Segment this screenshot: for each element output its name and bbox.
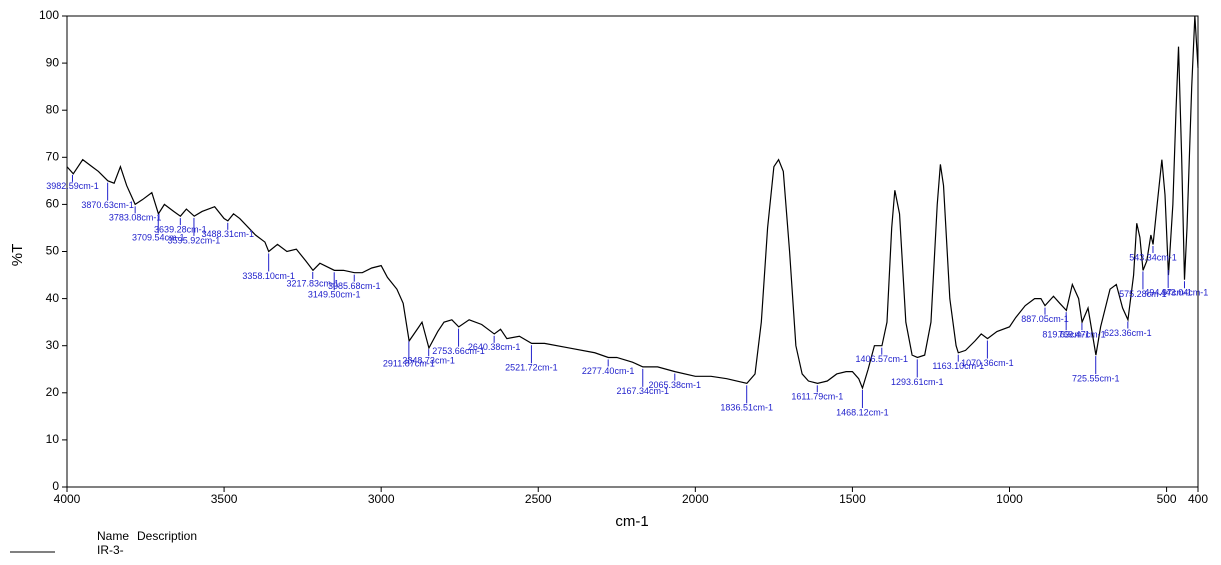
peak-label: 1163.10cm-1 [932, 361, 984, 371]
x-tick-label: 500 [1157, 492, 1177, 506]
y-tick-label: 30 [46, 338, 60, 352]
y-tick-label: 20 [46, 385, 60, 399]
peak-label: 3783.08cm-1 [109, 213, 162, 223]
y-tick-label: 40 [46, 291, 60, 305]
peak-label: 1070.36cm-1 [961, 358, 1014, 368]
legend-header: Description [137, 529, 197, 543]
peak-label: 2848.73cm-1 [402, 356, 455, 366]
spectrum-line [66, 15, 1199, 390]
peak-label: 2640.38cm-1 [468, 342, 521, 352]
peak-label: 1406.57cm-1 [855, 354, 908, 364]
peak-label: 2753.66cm-1 [432, 346, 485, 356]
peak-label: 2521.72cm-1 [505, 363, 558, 373]
peak-label: 2911.87cm-1 [383, 359, 435, 369]
x-tick-label: 2500 [525, 492, 552, 506]
x-tick-label: 1500 [839, 492, 866, 506]
peak-label: 494.97cm-1 [1144, 287, 1192, 297]
peak-label: 3149.50cm-1 [308, 290, 361, 300]
y-tick-label: 60 [46, 197, 60, 211]
peak-label: 819.63cm-1 [1042, 330, 1090, 340]
peak-label: 575.28cm-1 [1119, 289, 1167, 299]
peak-label: 3217.83cm-1 [286, 278, 339, 288]
peak-label: 769.47cm-1 [1058, 330, 1106, 340]
plot-frame [66, 15, 1199, 488]
peak-label: 2277.40cm-1 [582, 366, 635, 376]
x-tick-label: 3500 [211, 492, 238, 506]
x-axis-label: cm-1 [615, 513, 648, 530]
y-tick-label: 100 [39, 8, 59, 22]
peak-label: 2167.34cm-1 [616, 386, 669, 396]
y-tick-label: 0 [52, 479, 59, 493]
peak-label: 623.36cm-1 [1104, 328, 1152, 338]
x-tick-label: 400 [1188, 492, 1208, 506]
peak-label: 1293.61cm-1 [891, 377, 944, 387]
peak-label: 1468.12cm-1 [836, 407, 889, 417]
peak-label: 1611.79cm-1 [791, 392, 843, 402]
x-tick-label: 4000 [54, 492, 81, 506]
y-tick-label: 90 [46, 55, 60, 69]
legend-header: Name [97, 529, 129, 543]
peak-label: 2065.38cm-1 [649, 380, 702, 390]
x-tick-label: 2000 [682, 492, 709, 506]
peak-label: 3982.59cm-1 [46, 181, 99, 191]
peak-label: 3358.10cm-1 [242, 271, 295, 281]
peak-label: 3595.92cm-1 [168, 235, 221, 245]
y-axis-label: %T [9, 244, 26, 267]
y-tick-label: 70 [46, 149, 60, 163]
peak-label: 3488.31cm-1 [201, 229, 254, 239]
peak-label: 543.34cm-1 [1129, 252, 1177, 262]
y-tick-label: 80 [46, 102, 60, 116]
peak-label: 725.55cm-1 [1072, 373, 1120, 383]
peak-label: 3709.54cm-1 [132, 233, 185, 243]
y-tick-label: 50 [46, 244, 60, 258]
y-tick-label: 10 [46, 432, 60, 446]
legend-entry: IR-3- [97, 543, 124, 557]
x-tick-label: 3000 [368, 492, 395, 506]
x-tick-label: 1000 [996, 492, 1023, 506]
peak-label: 887.05cm-1 [1021, 314, 1069, 324]
peak-label: 3870.63cm-1 [81, 200, 134, 210]
peak-label: 3639.28cm-1 [154, 224, 207, 234]
peak-label: 443.04cm-1 [1161, 288, 1209, 298]
peak-label: 3085.68cm-1 [328, 281, 381, 291]
peak-label: 1836.51cm-1 [720, 403, 773, 413]
